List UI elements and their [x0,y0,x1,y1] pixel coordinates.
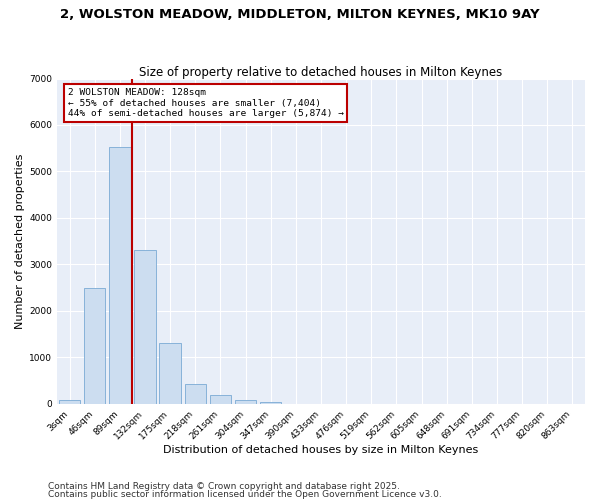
Bar [235,400,256,404]
Text: 2 WOLSTON MEADOW: 128sqm
← 55% of detached houses are smaller (7,404)
44% of sem: 2 WOLSTON MEADOW: 128sqm ← 55% of detach… [68,88,344,118]
Text: Contains HM Land Registry data © Crown copyright and database right 2025.: Contains HM Land Registry data © Crown c… [48,482,400,491]
Y-axis label: Number of detached properties: Number of detached properties [15,154,25,329]
Title: Size of property relative to detached houses in Milton Keynes: Size of property relative to detached ho… [139,66,503,78]
Bar [134,250,156,404]
Bar [84,288,106,404]
Bar [160,344,181,404]
Text: Contains public sector information licensed under the Open Government Licence v3: Contains public sector information licen… [48,490,442,499]
Bar [185,384,206,404]
Bar [59,400,80,404]
X-axis label: Distribution of detached houses by size in Milton Keynes: Distribution of detached houses by size … [163,445,479,455]
Bar [210,394,231,404]
Bar [109,148,131,404]
Text: 2, WOLSTON MEADOW, MIDDLETON, MILTON KEYNES, MK10 9AY: 2, WOLSTON MEADOW, MIDDLETON, MILTON KEY… [60,8,540,20]
Bar [260,402,281,404]
